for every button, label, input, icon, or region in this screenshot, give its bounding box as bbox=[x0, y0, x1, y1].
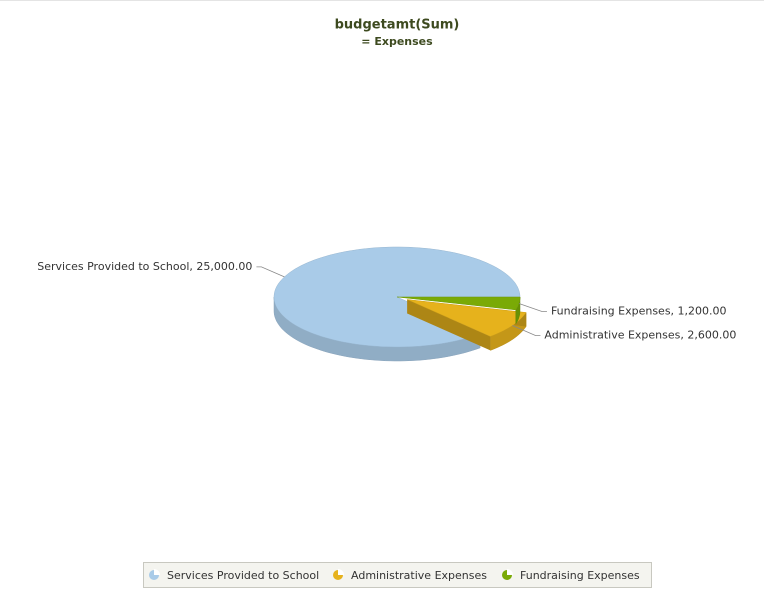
data-label: Fundraising Expenses, 1,200.00 bbox=[551, 305, 727, 318]
legend-label: Fundraising Expenses bbox=[520, 569, 640, 582]
data-label: Administrative Expenses, 2,600.00 bbox=[544, 328, 736, 341]
leader-line bbox=[518, 303, 547, 312]
chart-title: budgetamt(Sum) bbox=[335, 18, 460, 33]
legend-label: Services Provided to School bbox=[167, 569, 319, 582]
legend-label: Administrative Expenses bbox=[351, 569, 487, 582]
chart-subtitle: = Expenses bbox=[361, 35, 433, 48]
legend-icon-cut bbox=[338, 569, 344, 575]
slice-top bbox=[396, 296, 521, 311]
legend-box bbox=[143, 562, 652, 588]
leader-line bbox=[512, 325, 541, 336]
pie-slice bbox=[407, 299, 527, 351]
legend-icon-cut bbox=[154, 569, 160, 575]
legend-icon-cut bbox=[507, 569, 513, 575]
data-label: Services Provided to School, 25,000.00 bbox=[37, 260, 252, 273]
leader-line bbox=[256, 266, 285, 278]
